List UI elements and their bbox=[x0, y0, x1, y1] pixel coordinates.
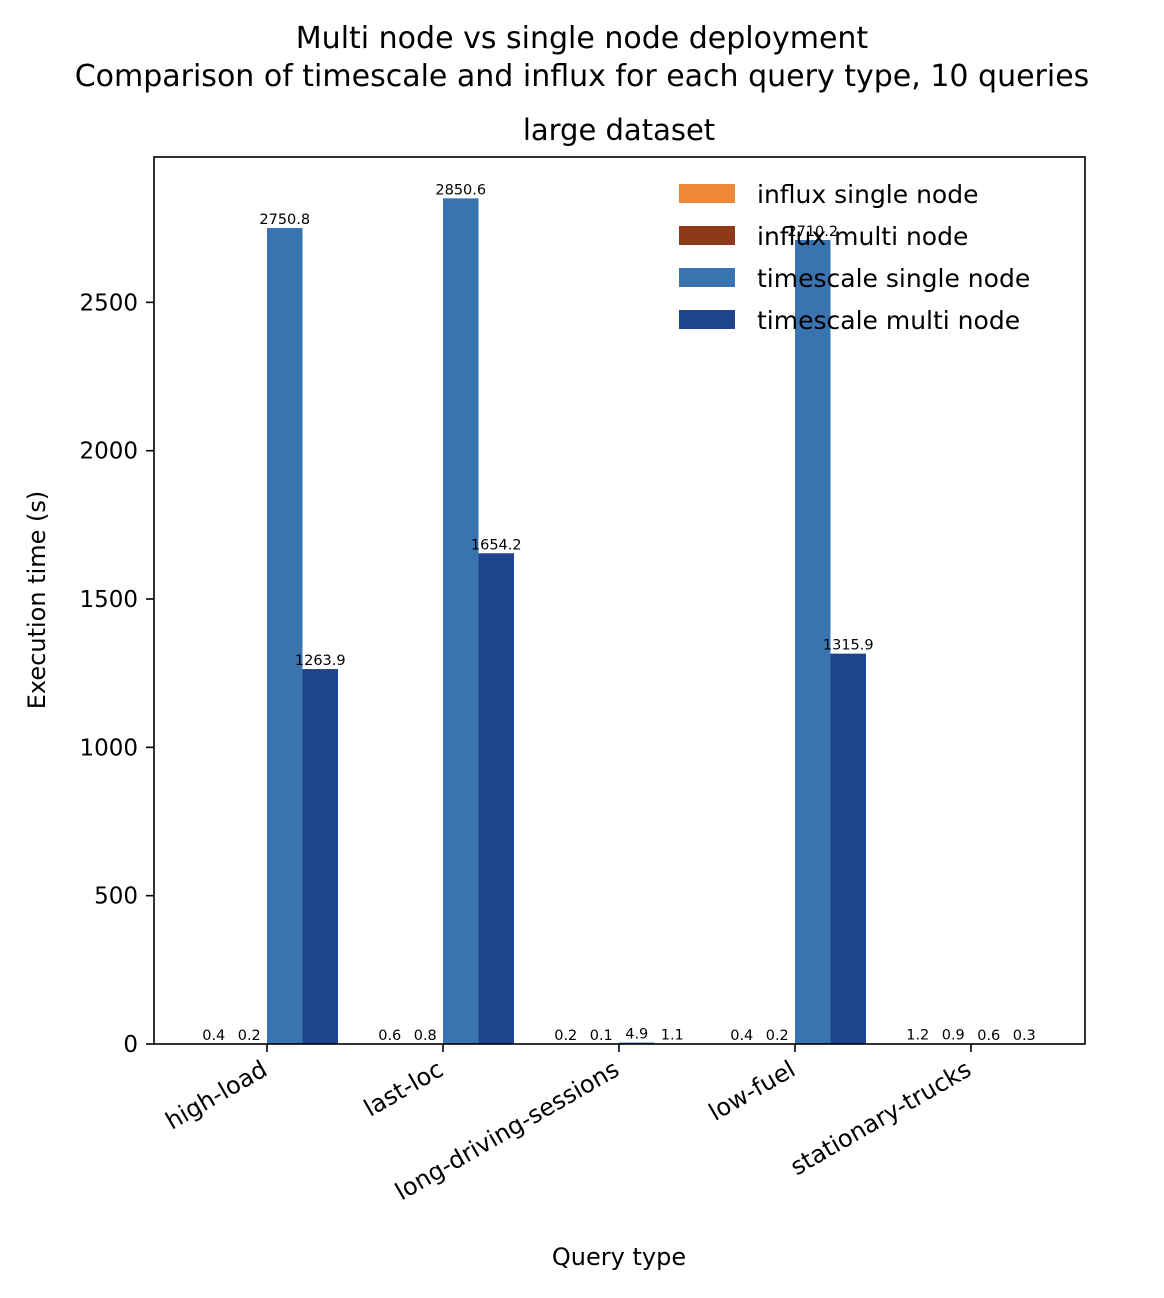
legend-label-timescale-single-node: timescale single node bbox=[757, 264, 1030, 293]
data-label-timescale-single-node-last-loc: 2850.6 bbox=[435, 182, 486, 198]
chart-title: large dataset bbox=[523, 113, 715, 147]
legend-swatch-influx-single-node bbox=[679, 184, 735, 203]
data-label-influx-single-node-long-driving-sessions: 0.2 bbox=[554, 1028, 577, 1044]
x-tick-label-last-loc: last-loc bbox=[359, 1055, 448, 1122]
data-label-influx-multi-node-stationary-trucks: 0.9 bbox=[942, 1028, 965, 1044]
legend-swatch-timescale-single-node bbox=[679, 268, 735, 287]
y-axis-label: Execution time (s) bbox=[23, 491, 51, 709]
legend-label-influx-single-node: influx single node bbox=[757, 180, 978, 209]
x-tick-label-stationary-trucks: stationary-trucks bbox=[786, 1055, 976, 1181]
data-label-influx-single-node-high-load: 0.4 bbox=[202, 1028, 225, 1044]
y-tick-label-2000: 2000 bbox=[79, 439, 138, 465]
data-label-influx-single-node-low-fuel: 0.4 bbox=[730, 1028, 753, 1044]
chart-suptitle-line2: Comparison of timescale and influx for e… bbox=[75, 59, 1090, 94]
y-tick-label-1500: 1500 bbox=[79, 587, 138, 613]
bar-timescale-single-node-high-load bbox=[267, 227, 303, 1044]
data-label-timescale-multi-node-last-loc: 1654.2 bbox=[471, 537, 522, 553]
bar-timescale-single-node-last-loc bbox=[443, 198, 479, 1045]
x-tick-label-low-fuel: low-fuel bbox=[704, 1055, 800, 1127]
data-label-timescale-single-node-low-fuel: 2710.2 bbox=[787, 224, 838, 240]
data-label-influx-single-node-last-loc: 0.6 bbox=[378, 1028, 401, 1044]
data-label-timescale-multi-node-low-fuel: 1315.9 bbox=[823, 638, 874, 654]
x-tick-label-high-load: high-load bbox=[161, 1055, 272, 1135]
bar-timescale-single-node-low-fuel bbox=[795, 240, 831, 1044]
data-label-influx-single-node-stationary-trucks: 1.2 bbox=[906, 1028, 929, 1044]
bars-group bbox=[196, 198, 1042, 1045]
bar-timescale-multi-node-high-load bbox=[302, 669, 338, 1044]
data-label-timescale-single-node-long-driving-sessions: 4.9 bbox=[625, 1027, 648, 1043]
data-label-influx-multi-node-last-loc: 0.8 bbox=[414, 1028, 437, 1044]
data-label-influx-multi-node-long-driving-sessions: 0.1 bbox=[590, 1028, 613, 1044]
plot-frame bbox=[153, 156, 1086, 1045]
y-ticks-group: 0 500 1000 1500 2000 2500 bbox=[79, 290, 154, 1058]
legend: influx single node influx multi node times… bbox=[679, 180, 1030, 335]
bar-timescale-multi-node-last-loc bbox=[478, 553, 514, 1044]
data-label-timescale-multi-node-stationary-trucks: 0.3 bbox=[1013, 1028, 1036, 1044]
data-labels-group: 0.4 0.6 0.2 0.4 1.2 0.2 0.8 0.1 0.2 0.9 2750.8 2850… bbox=[202, 182, 1036, 1044]
data-label-timescale-multi-node-high-load: 1263.9 bbox=[295, 653, 346, 669]
y-tick-label-2500: 2500 bbox=[79, 290, 138, 316]
data-label-timescale-single-node-stationary-trucks: 0.6 bbox=[977, 1028, 1000, 1044]
legend-label-influx-multi-node: influx multi node bbox=[757, 222, 968, 251]
legend-swatch-influx-multi-node bbox=[679, 226, 735, 245]
bar-timescale-multi-node-low-fuel bbox=[830, 653, 866, 1044]
data-label-influx-multi-node-high-load: 0.2 bbox=[238, 1028, 261, 1044]
chart-suptitle-line1: Multi node vs single node deployment bbox=[296, 21, 869, 56]
x-axis-label: Query type bbox=[552, 1243, 686, 1271]
data-label-timescale-single-node-high-load: 2750.8 bbox=[259, 212, 310, 228]
legend-swatch-timescale-multi-node bbox=[679, 310, 735, 329]
y-tick-label-1000: 1000 bbox=[79, 735, 138, 761]
y-tick-label-500: 500 bbox=[94, 884, 138, 910]
data-label-timescale-multi-node-long-driving-sessions: 1.1 bbox=[661, 1028, 684, 1044]
data-label-influx-multi-node-low-fuel: 0.2 bbox=[766, 1028, 789, 1044]
legend-label-timescale-multi-node: timescale multi node bbox=[757, 306, 1020, 335]
y-tick-label-0: 0 bbox=[123, 1032, 138, 1058]
